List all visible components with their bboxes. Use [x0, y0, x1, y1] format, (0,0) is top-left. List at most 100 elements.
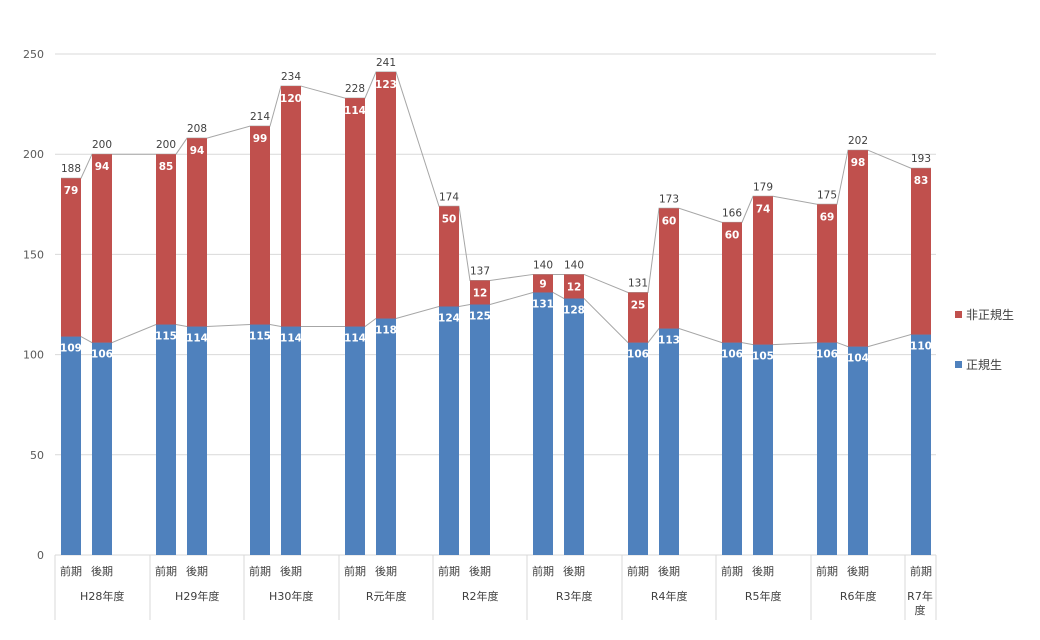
bar-non-regular — [250, 126, 270, 325]
bar-regular — [92, 342, 112, 555]
bar-regular — [439, 306, 459, 555]
x-group-label: H30年度 — [269, 589, 313, 603]
data-label-non-regular: 83 — [914, 175, 929, 187]
legend-label-regular: 正規生 — [966, 357, 1002, 372]
data-label-total: 214 — [250, 111, 270, 123]
data-label-total: 175 — [817, 189, 837, 201]
bar-non-regular — [439, 206, 459, 307]
x-group-label: R4年度 — [651, 589, 688, 603]
bar-regular — [156, 324, 176, 555]
data-label-regular: 106 — [91, 349, 113, 361]
bar-non-regular — [533, 274, 553, 293]
data-label-regular: 118 — [375, 325, 397, 337]
x-group-label: H29年度 — [175, 589, 219, 603]
x-period-label: 前期 — [249, 564, 271, 578]
data-label-regular: 115 — [249, 331, 271, 343]
x-period-label: 後期 — [658, 564, 680, 578]
x-group-label: R6年度 — [840, 589, 877, 603]
bar-non-regular — [911, 168, 931, 335]
data-label-regular: 106 — [627, 349, 649, 361]
data-label-non-regular: 74 — [756, 203, 771, 215]
x-period-label: 前期 — [155, 564, 177, 578]
data-label-total: 140 — [564, 259, 584, 271]
x-period-label: 後期 — [469, 564, 491, 578]
bar-regular — [848, 346, 868, 555]
bar-regular — [753, 344, 773, 555]
bar-regular — [187, 326, 207, 555]
bar-regular — [250, 324, 270, 555]
legend-label-non-regular: 非正規生 — [966, 307, 1014, 322]
x-period-label: 前期 — [344, 564, 366, 578]
data-label-total: 131 — [628, 277, 648, 289]
bar-non-regular — [817, 204, 837, 343]
bar-regular — [376, 318, 396, 555]
data-label-regular: 110 — [910, 341, 932, 353]
x-period-label: 前期 — [438, 564, 460, 578]
x-group-label: R5年度 — [745, 589, 782, 603]
data-label-regular: 106 — [816, 349, 838, 361]
data-label-total: 179 — [753, 181, 773, 193]
bar-regular — [564, 298, 584, 555]
data-label-total: 174 — [439, 191, 459, 203]
bar-regular — [533, 292, 553, 555]
bar-non-regular — [470, 280, 490, 305]
x-period-label: 後期 — [375, 564, 397, 578]
data-label-regular: 113 — [658, 335, 680, 347]
bar-non-regular — [848, 150, 868, 347]
bar-non-regular — [92, 154, 112, 343]
data-label-regular: 106 — [721, 349, 743, 361]
bar-regular — [628, 342, 648, 555]
data-label-non-regular: 25 — [631, 299, 646, 311]
data-label-non-regular: 85 — [159, 161, 174, 173]
y-tick-label: 100 — [23, 349, 44, 362]
data-label-total: 193 — [911, 153, 931, 165]
data-label-non-regular: 9 — [539, 278, 546, 290]
data-label-regular: 114 — [186, 333, 208, 345]
data-label-total: 228 — [345, 83, 365, 95]
data-label-regular: 109 — [60, 343, 82, 355]
data-label-total: 188 — [61, 163, 81, 175]
data-label-regular: 115 — [155, 331, 177, 343]
bar-non-regular — [281, 86, 301, 327]
data-label-regular: 128 — [563, 304, 585, 316]
data-label-total: 140 — [533, 259, 553, 271]
y-tick-label: 50 — [30, 449, 44, 462]
data-label-regular: 114 — [344, 333, 366, 345]
data-label-regular: 105 — [752, 351, 774, 363]
data-label-total: 202 — [848, 135, 868, 147]
data-label-total: 166 — [722, 207, 742, 219]
data-label-non-regular: 98 — [851, 157, 866, 169]
data-label-non-regular: 60 — [662, 215, 677, 227]
data-label-total: 173 — [659, 193, 679, 205]
data-label-regular: 125 — [469, 311, 491, 323]
data-label-total: 241 — [376, 57, 396, 69]
bar-regular — [470, 304, 490, 555]
x-period-label: 前期 — [627, 564, 649, 578]
bar-regular — [345, 326, 365, 555]
data-label-non-regular: 123 — [375, 79, 397, 91]
x-group-label: R元年度 — [366, 589, 407, 603]
data-label-regular: 124 — [438, 313, 460, 325]
x-group-label: R7年度 — [907, 589, 933, 617]
bar-non-regular — [61, 178, 81, 337]
x-period-label: 後期 — [280, 564, 302, 578]
y-tick-label: 200 — [23, 148, 44, 161]
y-tick-label: 250 — [23, 48, 44, 61]
bar-regular — [659, 328, 679, 555]
bar-non-regular — [753, 196, 773, 345]
bar-non-regular — [345, 98, 365, 327]
data-label-total: 200 — [156, 139, 176, 151]
data-label-non-regular: 50 — [442, 213, 457, 225]
data-label-non-regular: 12 — [473, 287, 488, 299]
data-label-non-regular: 12 — [567, 281, 582, 293]
x-period-label: 後期 — [847, 564, 869, 578]
bar-non-regular — [659, 208, 679, 329]
bar-regular — [61, 336, 81, 555]
bar-non-regular — [564, 274, 584, 299]
x-group-label: R2年度 — [462, 589, 499, 603]
legend-swatch-regular — [955, 361, 962, 368]
y-tick-label: 150 — [23, 248, 44, 261]
data-label-regular: 114 — [280, 333, 302, 345]
data-label-non-regular: 69 — [820, 211, 835, 223]
